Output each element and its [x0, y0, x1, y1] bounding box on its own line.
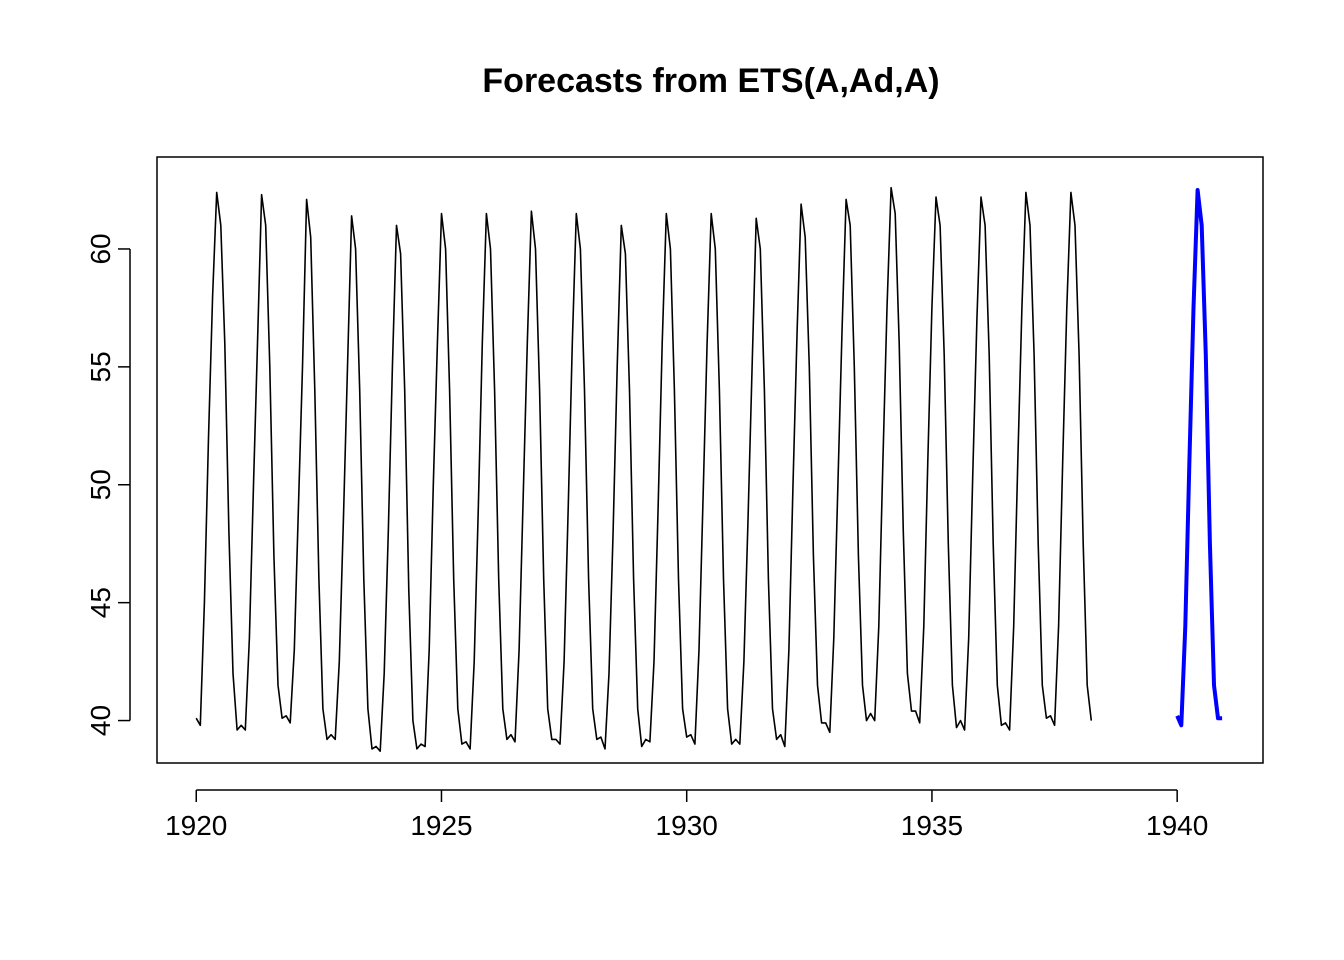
x-tick-label: 1940	[1146, 810, 1208, 841]
x-tick-label: 1920	[165, 810, 227, 841]
series-layer	[195, 186, 1223, 753]
y-axis: 40 45 50 55 60	[85, 233, 131, 736]
forecast-series-line	[1175, 188, 1223, 728]
x-axis: 1920 1925 1930 1935 1940	[165, 789, 1208, 841]
y-tick-label: 45	[85, 587, 116, 618]
y-tick-label: 50	[85, 469, 116, 500]
y-tick-label: 55	[85, 351, 116, 382]
x-tick-label: 1935	[901, 810, 963, 841]
plot-frame	[156, 156, 1264, 764]
x-tick-label: 1930	[656, 810, 718, 841]
y-tick-label: 60	[85, 233, 116, 264]
chart-title: Forecasts from ETS(A,Ad,A)	[482, 62, 939, 100]
y-tick-label: 40	[85, 705, 116, 736]
observed-series-line	[195, 186, 1093, 753]
x-tick-label: 1925	[410, 810, 472, 841]
